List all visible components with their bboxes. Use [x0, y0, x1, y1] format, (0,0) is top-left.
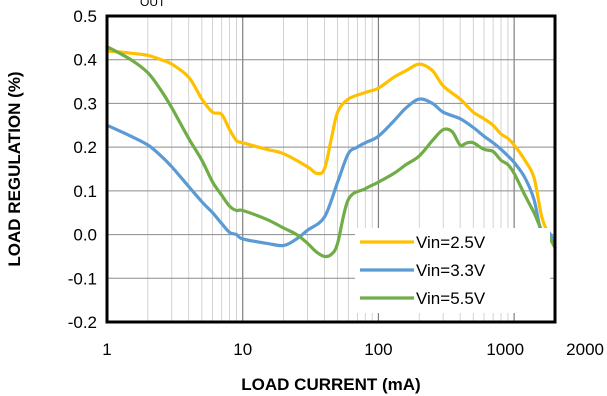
x-axis-title: LOAD CURRENT (mA) [241, 375, 420, 394]
x-tick-label: 10 [233, 340, 252, 359]
cropped-top-label: OUT [140, 0, 166, 9]
y-tick-label: 0.2 [73, 138, 97, 157]
y-tick-label: 0.5 [73, 7, 97, 26]
y-tick-label: -0.2 [68, 313, 97, 332]
y-tick-label: 0.3 [73, 94, 97, 113]
y-axis-title: LOAD REGULATION (%) [5, 71, 24, 266]
series-lines [105, 45, 557, 259]
y-tick-label: 0.0 [73, 226, 97, 245]
y-tick-label: -0.1 [68, 269, 97, 288]
legend: Vin=2.5V Vin=3.3V Vin=5.5V [355, 228, 550, 313]
x-tick-label: 1 [102, 340, 111, 359]
x-tick-labels: 1 10 100 1000 2000 [102, 340, 604, 359]
x-tick-label: 2000 [566, 340, 604, 359]
legend-entry-label: Vin=2.5V [416, 233, 486, 252]
y-tick-label: 0.1 [73, 182, 97, 201]
series-line-1 [105, 49, 557, 250]
legend-entry-label: Vin=5.5V [416, 289, 486, 308]
y-tick-labels: -0.2 -0.1 0.0 0.1 0.2 0.3 0.4 0.5 [68, 7, 97, 332]
series-line-3 [105, 45, 557, 259]
y-tick-label: 0.4 [73, 51, 97, 70]
series-line-2 [105, 97, 557, 248]
x-tick-label: 1000 [486, 340, 524, 359]
x-tick-label: 100 [364, 340, 392, 359]
plot-frame [105, 14, 557, 324]
legend-entry-label: Vin=3.3V [416, 261, 486, 280]
